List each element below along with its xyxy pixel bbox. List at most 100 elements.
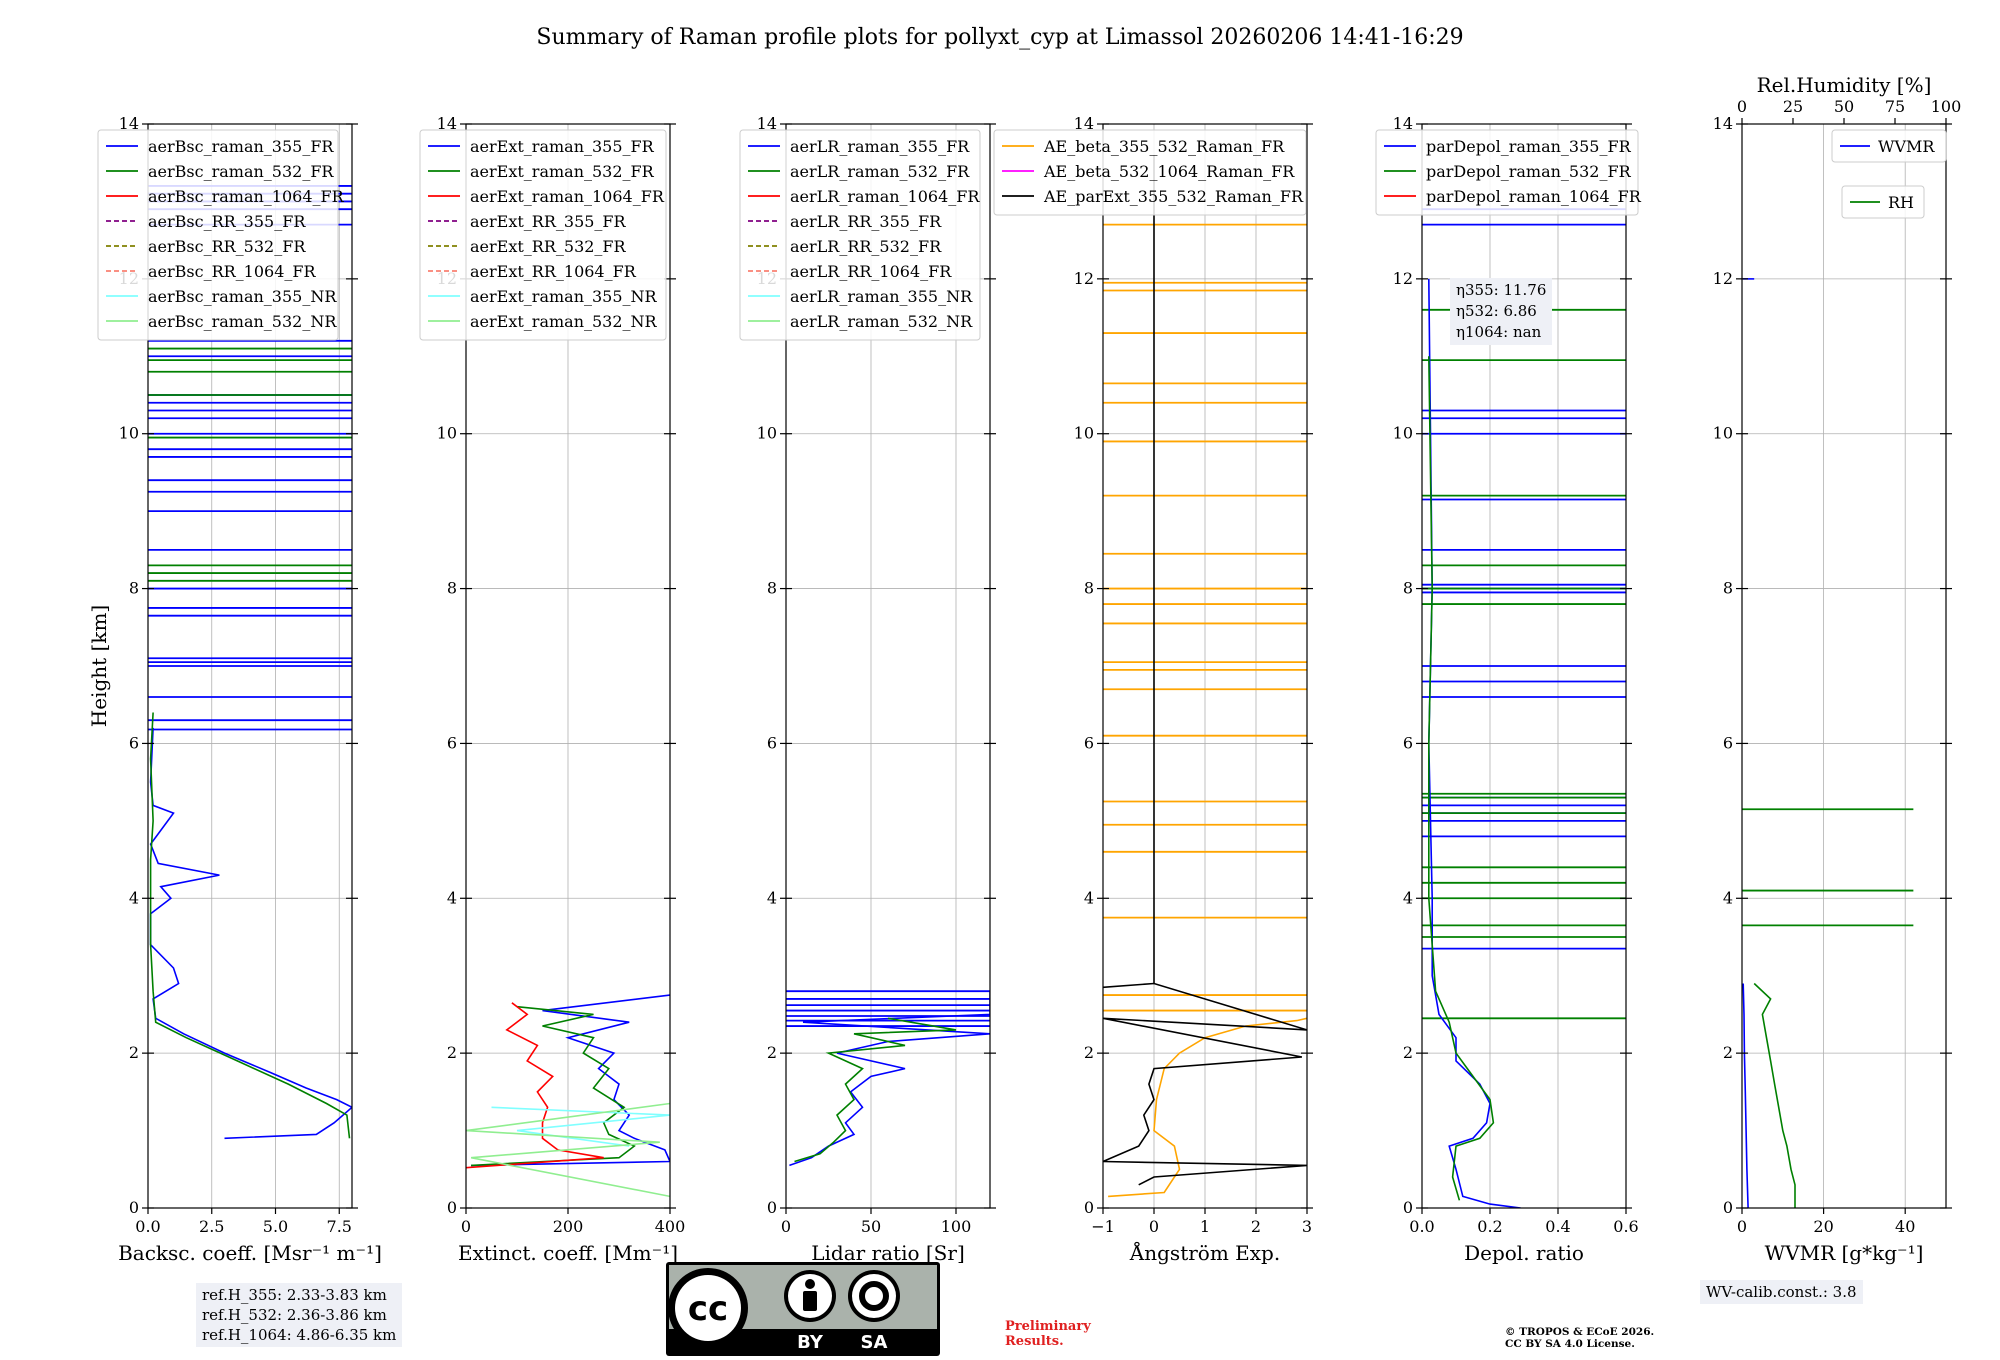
xtick-label: 0 [1149, 1217, 1159, 1236]
ytick-label: 2 [129, 1043, 139, 1062]
eta-1064: η1064: nan [1456, 323, 1542, 341]
ytick-label: 10 [1713, 424, 1733, 443]
panel-2: 024681012140200400Extinct. coeff. [Mm⁻¹]… [419, 114, 685, 1265]
ref-h-532: ref.H_532: 2.36-3.86 km [202, 1306, 387, 1324]
series-line-aerLR_raman_532_FR [794, 1017, 957, 1163]
series-line-aerExt_raman_355_NR [491, 1106, 670, 1147]
preliminary-line-2: Results. [1005, 1334, 1064, 1349]
legend-box [1841, 185, 1925, 219]
series-line-WVMR [1742, 983, 1749, 1208]
ytick-label: 14 [1074, 114, 1094, 133]
ytick-label: 8 [447, 579, 457, 598]
xtick-label: 0.4 [1545, 1217, 1570, 1236]
ytick-label: 4 [1723, 888, 1733, 907]
ytick-label: 12 [1393, 269, 1413, 288]
series-line-aerLR_raman_355_FR [789, 991, 990, 1167]
axes-frame [785, 123, 991, 1209]
copyright-notice: © TROPOS & ECoE 2026. CC BY SA 4.0 Licen… [1505, 1326, 1654, 1350]
legend-label: AE_beta_532_1064_Raman_FR [1043, 162, 1295, 181]
legend: aerBsc_raman_355_FR aerBsc_raman_532_FRae… [97, 129, 345, 341]
ytick-label: 8 [1723, 579, 1733, 598]
preliminary-notice: Preliminary Results. [1005, 1319, 1091, 1349]
preliminary-line-1: Preliminary [1005, 1319, 1091, 1334]
legend-label: aerBsc_RR_532_FR [148, 237, 306, 256]
xtick-label: 50 [861, 1217, 881, 1236]
legend: aerLR_raman_355_FR aerLR_raman_532_FR aerL… [739, 129, 981, 341]
legend-label: aerExt_RR_532_FR [470, 237, 627, 256]
legend-label: aerLR_raman_532_NR [790, 312, 973, 331]
copyright-line-1: © TROPOS & ECoE 2026. [1505, 1326, 1655, 1338]
legend-label: aerBsc_raman_355_FR [148, 137, 334, 156]
ytick-label: 6 [1084, 733, 1094, 752]
ytick-label: 10 [1393, 424, 1413, 443]
x-axis-label: WVMR [g*kg⁻¹] [1765, 1241, 1924, 1265]
ytick-label: 10 [119, 424, 139, 443]
legend-box [97, 129, 339, 341]
plot-area [466, 994, 670, 1198]
legend-box [419, 129, 667, 341]
top-xtick-label: 75 [1885, 97, 1905, 116]
legend-label: aerBsc_raman_532_FR [148, 162, 334, 181]
copyright-line-2: CC BY SA 4.0 License. [1505, 1338, 1635, 1350]
ref-h-355: ref.H_355: 2.33-3.83 km [202, 1286, 387, 1304]
ytick-label: 10 [1074, 424, 1094, 443]
wv-calib-const: WV-calib.const.: 3.8 [1706, 1283, 1857, 1301]
ytick-label: 6 [447, 733, 457, 752]
xtick-label: 0 [1737, 1217, 1747, 1236]
ytick-label: 6 [1403, 733, 1413, 752]
legend-box [739, 129, 981, 341]
xtick-label: 20 [1813, 1217, 1833, 1236]
series-line-aerExt_raman_532_FR [471, 1005, 636, 1167]
legend: AE_beta_355_532_Raman_FR AE_beta_532_1064… [993, 129, 1307, 216]
ytick-label: 14 [1713, 114, 1733, 133]
legend-label: aerLR_RR_1064_FR [790, 262, 952, 281]
ytick-label: 12 [1074, 269, 1094, 288]
legend-label: WVMR [1878, 137, 1935, 156]
x-axis-label: Lidar ratio [Sr] [811, 1241, 965, 1265]
xtick-label: 1 [1200, 1217, 1210, 1236]
ytick-label: 4 [129, 888, 139, 907]
x-axis-label: Backsc. coeff. [Msr⁻¹ m⁻¹] [118, 1241, 382, 1265]
legend-box [993, 129, 1307, 216]
ytick-label: 0 [1723, 1198, 1733, 1217]
legend-label: aerLR_raman_532_FR [790, 162, 970, 181]
legend: WVMR RH [1831, 129, 1947, 219]
legend-label: RH [1888, 193, 1914, 212]
eta-532: η532: 6.86 [1456, 302, 1537, 320]
legend-label: aerBsc_RR_1064_FR [148, 262, 317, 281]
plot-area [1103, 155, 1307, 1198]
top-xtick-label: 0 [1737, 97, 1747, 116]
xtick-label: 40 [1895, 1217, 1915, 1236]
series-line-parDepol_raman_355_FR [1427, 278, 1521, 1208]
ytick-label: 14 [757, 114, 777, 133]
series-line-RH [1753, 982, 1796, 1208]
cc-by-label: BY [797, 1332, 824, 1353]
legend: parDepol_raman_355_FR parDepol_raman_532_… [1375, 129, 1642, 216]
top-xtick-label: 25 [1783, 97, 1803, 116]
ytick-label: 8 [129, 579, 139, 598]
ytick-label: 0 [447, 1198, 457, 1217]
series-line-aerBsc_raman_355_FR [149, 727, 352, 1140]
legend-label: aerBsc_RR_355_FR [148, 212, 306, 231]
xtick-label: 0 [781, 1217, 791, 1236]
ytick-label: 2 [1403, 1043, 1413, 1062]
eta-355: η355: 11.76 [1456, 281, 1547, 299]
ytick-label: 6 [767, 733, 777, 752]
cc-sa-label: SA [861, 1332, 888, 1353]
axes-frame [1421, 123, 1627, 1209]
ytick-label: 0 [129, 1198, 139, 1217]
legend: aerExt_raman_355_FR aerExt_raman_532_FRae… [419, 129, 667, 341]
wv-calib-box: WV-calib.const.: 3.8 [1700, 1280, 1863, 1304]
top-xtick-label: 50 [1834, 97, 1854, 116]
ytick-label: 4 [1403, 888, 1413, 907]
legend-box [1375, 129, 1639, 216]
xtick-label: 2 [1251, 1217, 1261, 1236]
legend-label: aerLR_RR_532_FR [790, 237, 942, 256]
ytick-label: 10 [437, 424, 457, 443]
ytick-label: 14 [437, 114, 457, 133]
legend-label: parDepol_raman_532_FR [1426, 162, 1632, 181]
legend-label: aerExt_RR_1064_FR [470, 262, 637, 281]
